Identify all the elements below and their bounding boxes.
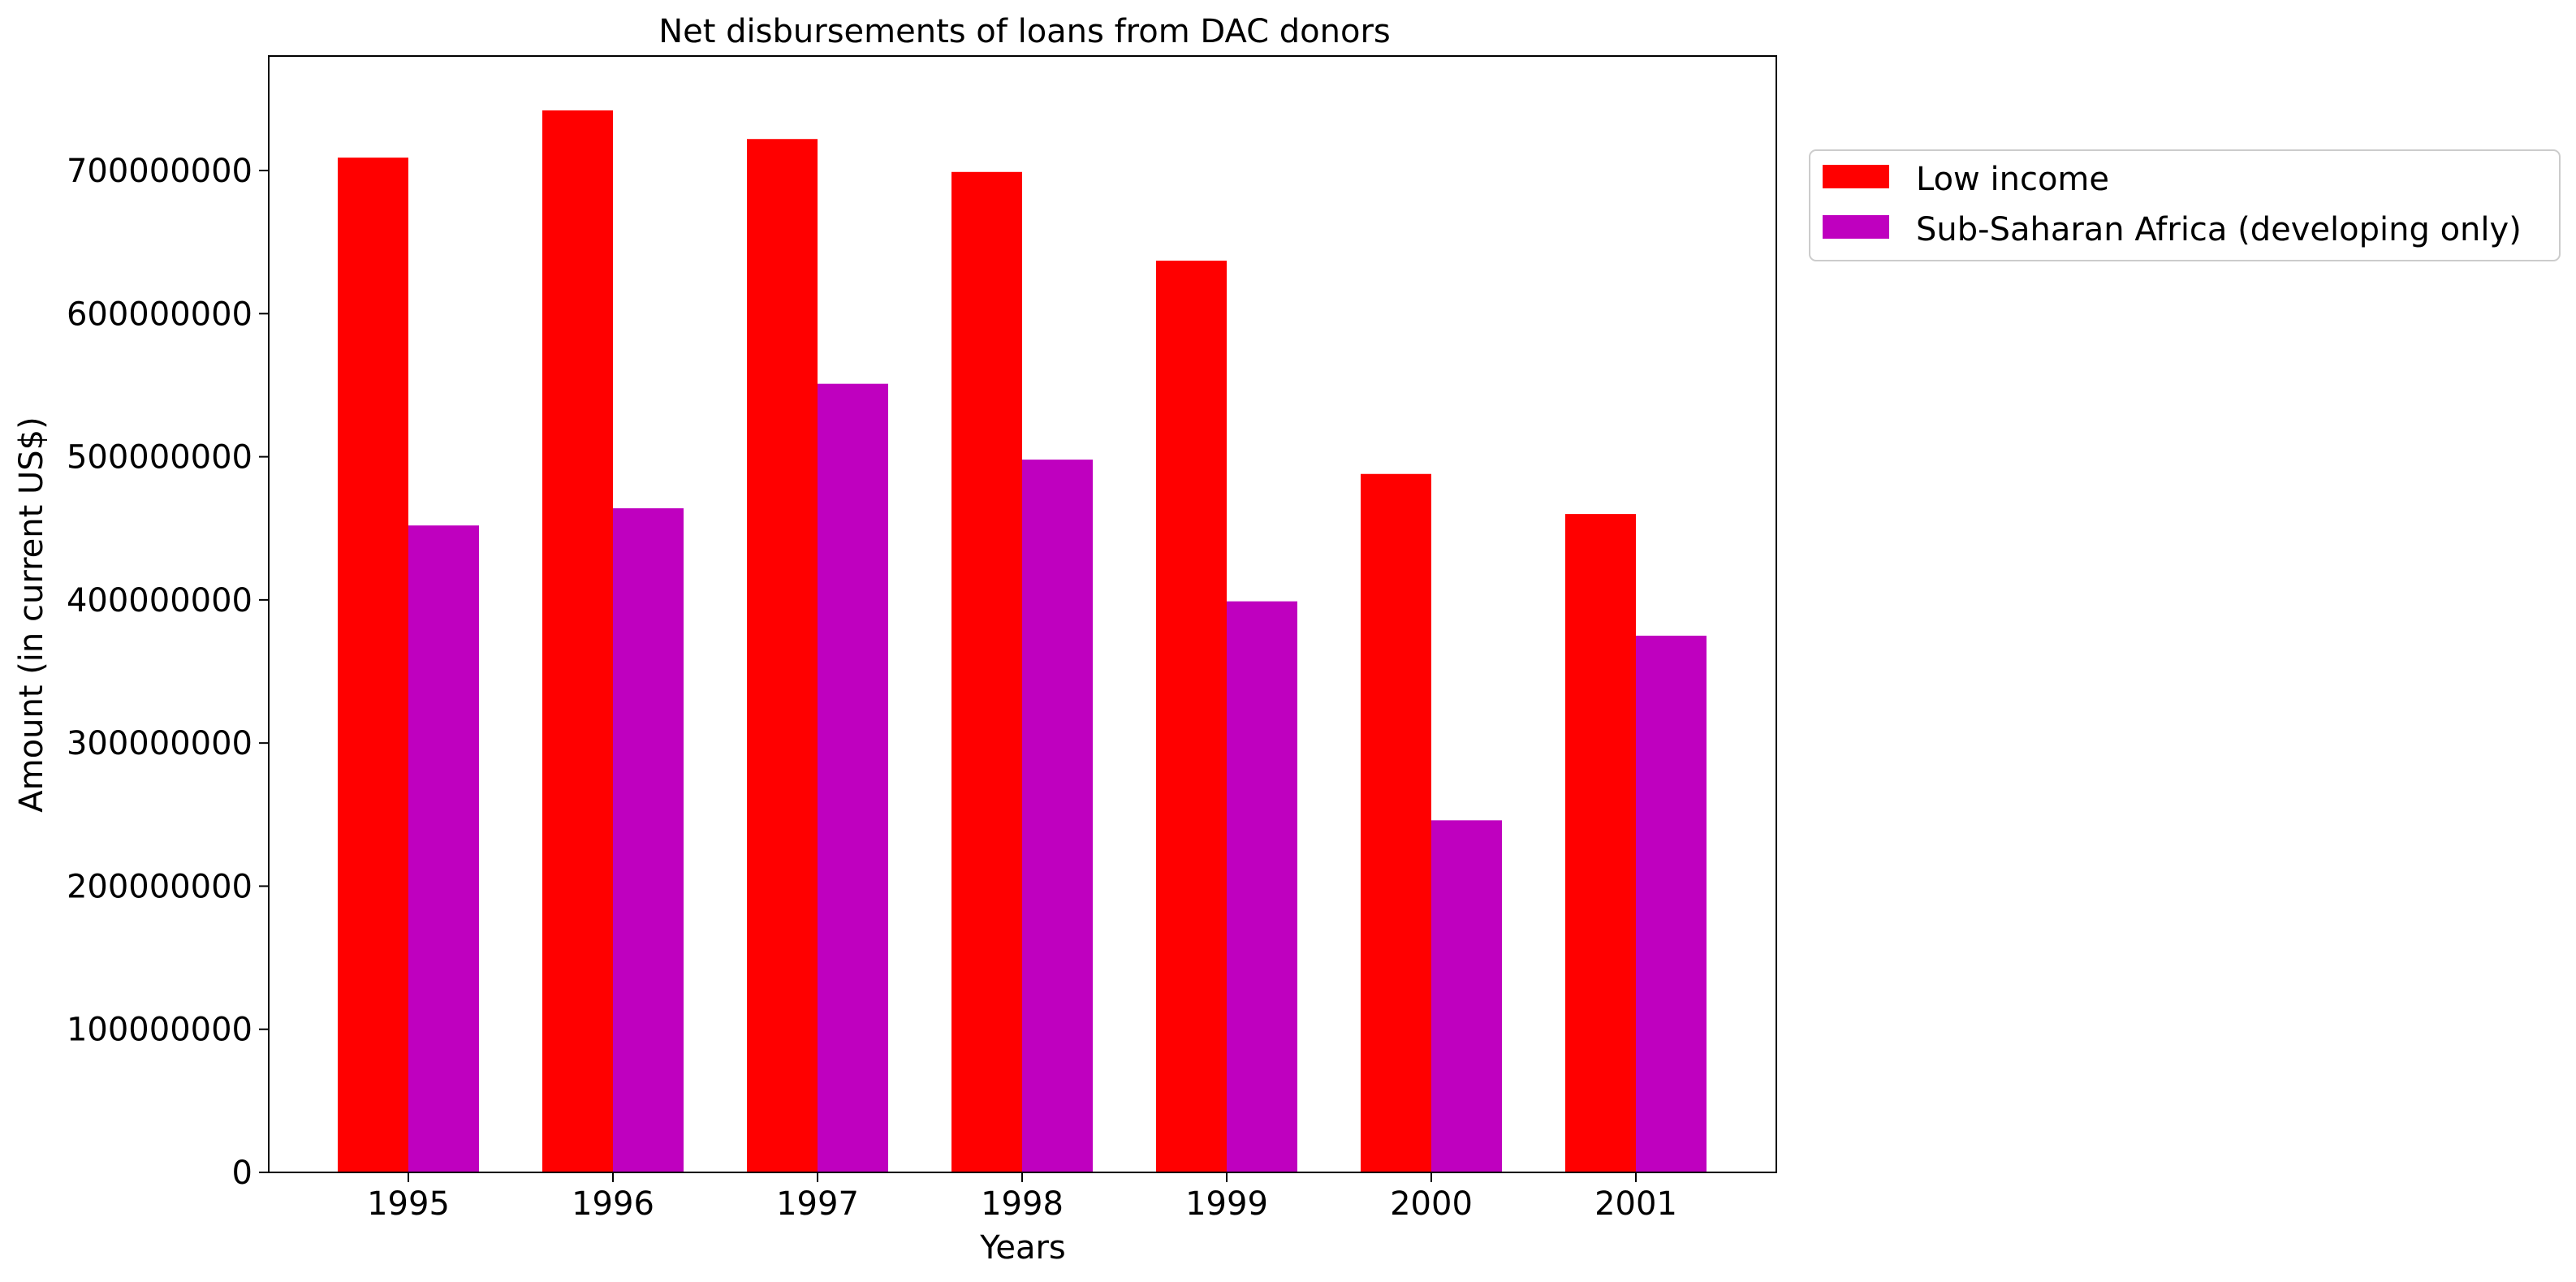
legend-swatch-low-income xyxy=(1823,165,1889,188)
x-tick-label: 1997 xyxy=(776,1185,859,1223)
legend-swatch-sub-saharan-africa xyxy=(1823,215,1889,239)
y-axis-label: Amount (in current US$) xyxy=(13,417,50,812)
bar-series-0-1998 xyxy=(951,171,1022,1173)
bar-series-1-1997 xyxy=(818,383,888,1172)
legend-label-low-income: Low income xyxy=(1916,161,2109,198)
legend-frame xyxy=(1809,149,2561,261)
legend: Low income Sub-Saharan Africa (developin… xyxy=(1809,149,2561,261)
y-tick-label: 0 xyxy=(232,1155,252,1192)
bar-series-1-1996 xyxy=(613,508,684,1172)
bar-series-1-2000 xyxy=(1431,820,1502,1172)
bar-series-0-2000 xyxy=(1361,473,1431,1172)
x-tick-label: 1999 xyxy=(1185,1185,1268,1223)
bar-series-1-1998 xyxy=(1022,460,1093,1172)
x-tick-label: 2001 xyxy=(1594,1185,1677,1223)
y-tick-label: 400000000 xyxy=(67,582,252,619)
y-tick-label: 700000000 xyxy=(67,153,252,190)
plot-bars xyxy=(338,110,1707,1173)
y-tick-label: 500000000 xyxy=(67,439,252,477)
y-axis: 0 100000000 200000000 300000000 400000000 500… xyxy=(67,153,269,1192)
bar-series-0-1996 xyxy=(542,110,613,1172)
bar-series-0-2001 xyxy=(1565,514,1636,1172)
x-axis: 1995 1996 1997 1998 1999 2000 2001 xyxy=(367,1172,1677,1223)
bar-series-1-1995 xyxy=(408,525,479,1172)
bar-series-0-1997 xyxy=(747,139,818,1172)
x-tick-label: 1995 xyxy=(367,1185,450,1223)
x-axis-label: Years xyxy=(979,1229,1066,1267)
bar-series-1-1999 xyxy=(1227,601,1297,1172)
chart-title: Net disbursements of loans from DAC dono… xyxy=(658,13,1391,50)
bar-series-0-1995 xyxy=(338,158,408,1172)
y-tick-label: 600000000 xyxy=(67,296,252,333)
y-tick-label: 100000000 xyxy=(67,1012,252,1049)
x-tick-label: 2000 xyxy=(1390,1185,1473,1223)
x-tick-label: 1998 xyxy=(981,1185,1064,1223)
bar-series-1-2001 xyxy=(1636,635,1707,1172)
y-tick-label: 300000000 xyxy=(67,725,252,762)
bar-series-0-1999 xyxy=(1156,261,1227,1172)
legend-label-sub-saharan-africa: Sub-Saharan Africa (developing only) xyxy=(1916,211,2522,248)
y-tick-label: 200000000 xyxy=(67,868,252,905)
x-tick-label: 1996 xyxy=(572,1185,654,1223)
